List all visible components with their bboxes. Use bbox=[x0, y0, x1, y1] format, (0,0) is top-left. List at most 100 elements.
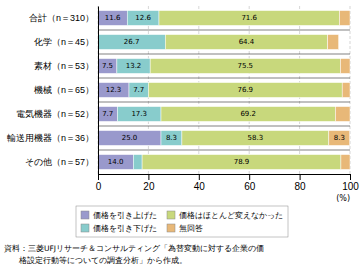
y-tick: 化学（n＝45） bbox=[34, 37, 98, 47]
row-separator bbox=[98, 54, 350, 55]
data-label: 7.7 bbox=[133, 86, 144, 94]
y-tick-label: 機械（n＝65） bbox=[34, 85, 94, 95]
legend-swatch bbox=[81, 211, 89, 219]
x-tick-label: 60 bbox=[244, 181, 256, 192]
y-tick-label: その他（n＝57） bbox=[25, 157, 94, 167]
data-label: 8.3 bbox=[334, 134, 345, 142]
legend-item: 価格を引き上げた bbox=[81, 211, 157, 220]
data-label: 13.2 bbox=[126, 62, 142, 70]
bar-segment bbox=[340, 59, 350, 74]
x-tick-label: 100 bbox=[342, 181, 359, 192]
row-separator bbox=[98, 102, 350, 103]
source-note: 格設定行動等についての調査分析」から作成。 bbox=[18, 256, 187, 265]
data-label: 75.5 bbox=[237, 62, 253, 70]
x-axis-line bbox=[99, 175, 351, 181]
bar-segment bbox=[98, 107, 117, 122]
x-tick-mark bbox=[300, 174, 301, 180]
data-label: 64.4 bbox=[239, 38, 255, 46]
plot: 11.612.671.626.764.47.513.275.512.37.776… bbox=[7, 6, 359, 203]
y-tick: 合計（n＝310） bbox=[29, 13, 98, 23]
row-separators bbox=[98, 30, 350, 150]
legend-label: 無回答 bbox=[179, 224, 203, 233]
x-tick-mark bbox=[350, 174, 351, 180]
bar-segment bbox=[150, 59, 340, 74]
x-tick-label: 20 bbox=[143, 181, 155, 192]
bar-segment bbox=[339, 11, 350, 26]
x-axis-label: (%) bbox=[336, 194, 350, 203]
data-label: 71.6 bbox=[241, 14, 257, 22]
bar-segment bbox=[117, 107, 161, 122]
bar-segment bbox=[335, 107, 350, 122]
y-tick-label: 輸送用機器（n＝36） bbox=[7, 133, 94, 143]
data-label: 26.7 bbox=[124, 38, 140, 46]
y-tick-label: 合計（n＝310） bbox=[29, 13, 94, 23]
x-tick-label: 80 bbox=[295, 181, 307, 192]
x-tick-mark bbox=[249, 174, 250, 180]
legend-label: 価格を引き下げた bbox=[93, 224, 157, 233]
chart: 11.612.671.626.764.47.513.275.512.37.776… bbox=[0, 0, 364, 271]
legend-item: 価格を引き下げた bbox=[81, 224, 157, 233]
y-tick: その他（n＝57） bbox=[25, 157, 98, 167]
x-tick: 80 bbox=[295, 174, 307, 192]
data-label: 7.7 bbox=[102, 110, 113, 118]
data-label: 78.9 bbox=[234, 158, 250, 166]
x-axis: 0 20 40 60 80 100 bbox=[96, 174, 360, 192]
bar-segment bbox=[98, 59, 117, 74]
bar-segment bbox=[165, 35, 327, 50]
bar-segment bbox=[148, 83, 342, 98]
grid bbox=[98, 6, 350, 174]
source-note: 資料：三菱UFJリサーチ＆コンサルティング「為替変動に対する企業の価 bbox=[4, 244, 264, 253]
bar-segment bbox=[328, 35, 339, 50]
data-label: 14.0 bbox=[108, 158, 124, 166]
data-label: 12.6 bbox=[135, 14, 151, 22]
bar-segment bbox=[98, 155, 133, 170]
legend-label: 価格はほとんど変えなかった bbox=[179, 211, 283, 220]
y-tick-label: 電気機器（n＝52） bbox=[16, 109, 94, 119]
bars bbox=[98, 11, 350, 170]
data-label: 58.3 bbox=[248, 134, 264, 142]
bar-segment bbox=[133, 155, 142, 170]
x-tick: 0 bbox=[96, 174, 102, 192]
x-tick-label: 40 bbox=[194, 181, 206, 192]
x-tick: 60 bbox=[244, 174, 256, 192]
bar-segment bbox=[142, 155, 341, 170]
y-tick: 電気機器（n＝52） bbox=[16, 109, 98, 119]
bar-segment bbox=[98, 35, 165, 50]
bar-segment bbox=[98, 131, 161, 146]
legend-label: 価格を引き上げた bbox=[93, 211, 157, 220]
x-tick-mark bbox=[98, 174, 99, 180]
row-separator bbox=[98, 78, 350, 79]
data-label: 69.2 bbox=[240, 110, 256, 118]
bar-segment bbox=[159, 11, 339, 26]
row-separator bbox=[98, 150, 350, 151]
legend-swatch bbox=[81, 224, 89, 232]
bar-segment bbox=[161, 131, 182, 146]
bar-segment bbox=[161, 107, 335, 122]
data-label: 17.3 bbox=[131, 110, 147, 118]
data-label: 7.5 bbox=[102, 62, 113, 70]
bar-segment bbox=[329, 131, 350, 146]
x-tick-label: 0 bbox=[96, 181, 102, 192]
bar-segment bbox=[129, 83, 148, 98]
y-tick-label: 素材（n＝53） bbox=[34, 61, 94, 71]
y-tick: 機械（n＝65） bbox=[34, 85, 98, 95]
legend-item: 価格はほとんど変えなかった bbox=[167, 211, 283, 220]
legend-box bbox=[76, 206, 288, 237]
x-tick: 20 bbox=[143, 174, 155, 192]
data-label: 12.3 bbox=[106, 86, 122, 94]
data-label: 25.0 bbox=[122, 134, 138, 142]
y-tick: 素材（n＝53） bbox=[34, 61, 98, 71]
bar-segment bbox=[342, 83, 350, 98]
y-tick: 輸送用機器（n＝36） bbox=[7, 133, 98, 143]
bar-segment bbox=[182, 131, 329, 146]
y-tick-label: 化学（n＝45） bbox=[34, 37, 94, 47]
row-separator bbox=[98, 30, 350, 31]
y-axis: 合計（n＝310） 化学（n＝45） 素材（n＝53） 機械（n＝65） 電気機器（n＝… bbox=[7, 7, 99, 175]
bar-segment bbox=[341, 155, 350, 170]
x-tick: 40 bbox=[194, 174, 206, 192]
x-tick-mark bbox=[199, 174, 200, 180]
legend: 価格を引き上げた価格を引き下げた 価格はほとんど変えなかった無回答 bbox=[76, 206, 288, 237]
bar-segment bbox=[117, 59, 150, 74]
legend-swatch bbox=[167, 224, 175, 232]
y-axis-line bbox=[98, 7, 99, 175]
